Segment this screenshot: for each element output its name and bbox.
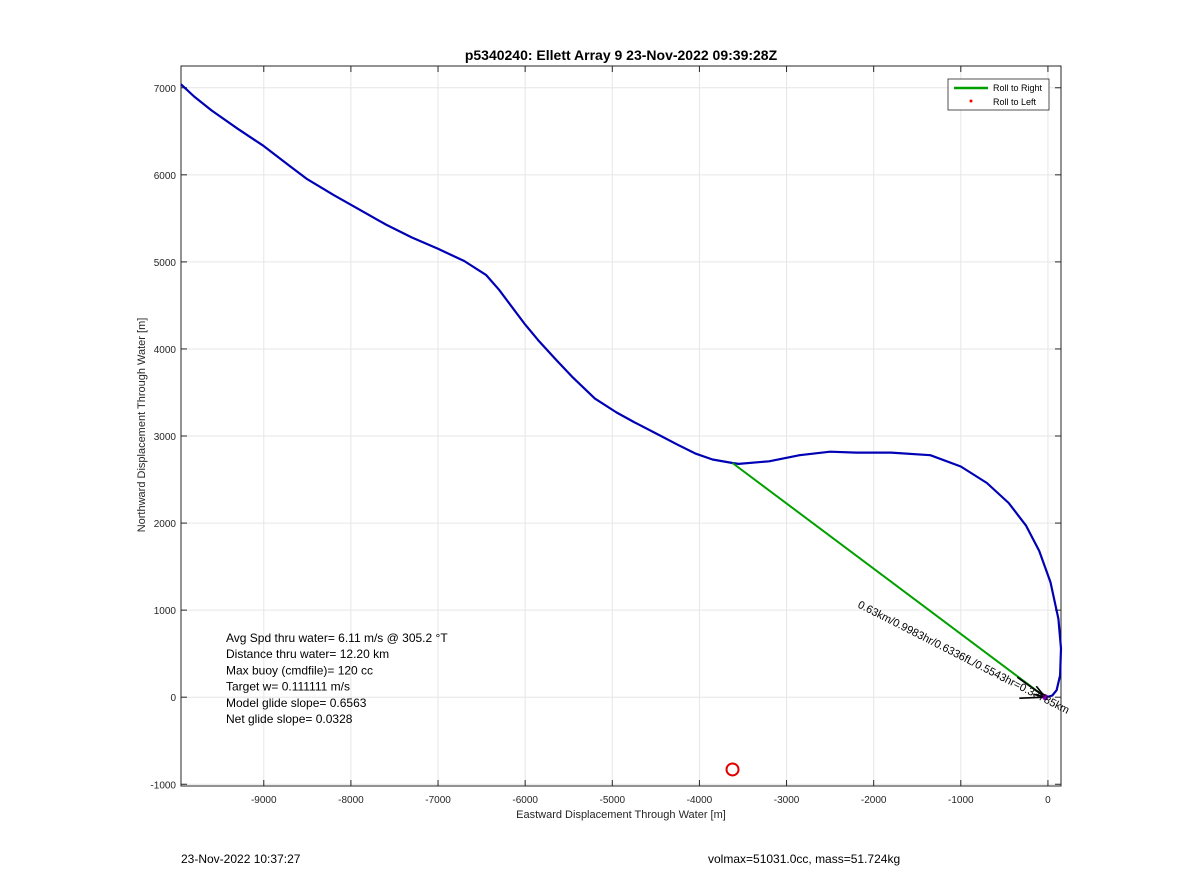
x-axis-label: Eastward Displacement Through Water [m] (516, 809, 726, 821)
y-axis-label: Northward Displacement Through Water [m] (136, 318, 148, 533)
y-tick-label: -1000 (150, 780, 176, 791)
legend-label-roll-right: Roll to Right (993, 83, 1043, 93)
x-tick-label: -6000 (512, 795, 538, 806)
stats-line: Net glide slope= 0.0328 (226, 712, 353, 726)
track-line (180, 83, 1063, 699)
y-tick-label: 1000 (154, 606, 177, 617)
stats-line: Target w= 0.111111 m/s (226, 680, 350, 694)
target-circle (725, 762, 740, 777)
roll-right-line (731, 462, 1046, 699)
x-tick-label: -9000 (251, 795, 277, 806)
legend-marker-roll-left (969, 99, 973, 103)
y-tick-label: 2000 (154, 519, 177, 530)
x-tick-label: 0 (1045, 795, 1051, 806)
stats-line: Model glide slope= 0.6563 (226, 696, 367, 710)
x-tick-label: -2000 (861, 795, 887, 806)
grid-lines (181, 66, 1061, 786)
y-tick-label: 3000 (154, 432, 177, 443)
axis-ticks: -9000 -8000 -7000 -6000 -5000 -4000 -3000 -2000… (150, 66, 1061, 806)
x-tick-label: -4000 (687, 795, 713, 806)
marker-layer (725, 676, 1049, 777)
stats-annotation: Avg Spd thru water= 6.11 m/s @ 305.2 °T D… (226, 631, 448, 726)
axes-box (180, 65, 1062, 787)
legend-label-roll-left: Roll to Left (993, 97, 1037, 107)
arrow-shaft (1016, 676, 1046, 698)
end-point-marker (1042, 694, 1049, 701)
x-tick-label: -5000 (599, 795, 625, 806)
y-tick-label: 5000 (154, 258, 177, 269)
y-tick-label: 0 (170, 693, 176, 704)
arrow-label: 0.63km/0.9983hr/0.6336fL/0.5543hr=0.3378… (856, 599, 1072, 717)
series-layer (180, 83, 1063, 699)
legend: Roll to Right Roll to Left (947, 78, 1050, 111)
chart-title: p5340240: Ellett Array 9 23-Nov-2022 09:… (465, 47, 778, 63)
x-tick-label: -1000 (948, 795, 974, 806)
footer-timestamp: 23-Nov-2022 10:37:27 (181, 852, 301, 866)
y-tick-label: 4000 (154, 345, 177, 356)
stats-line: Distance thru water= 12.20 km (226, 647, 389, 661)
stats-line: Max buoy (cmdfile)= 120 cc (226, 663, 373, 677)
y-tick-label: 7000 (154, 84, 177, 95)
y-tick-label: 6000 (154, 171, 177, 182)
x-tick-label: -3000 (774, 795, 800, 806)
x-tick-label: -7000 (425, 795, 451, 806)
stats-line: Avg Spd thru water= 6.11 m/s @ 305.2 °T (226, 631, 448, 645)
x-tick-label: -8000 (338, 795, 364, 806)
arrow-shaft-2 (1019, 696, 1046, 699)
footer-info: volmax=51031.0cc, mass=51.724kg (708, 852, 901, 866)
legend-box (947, 78, 1050, 111)
